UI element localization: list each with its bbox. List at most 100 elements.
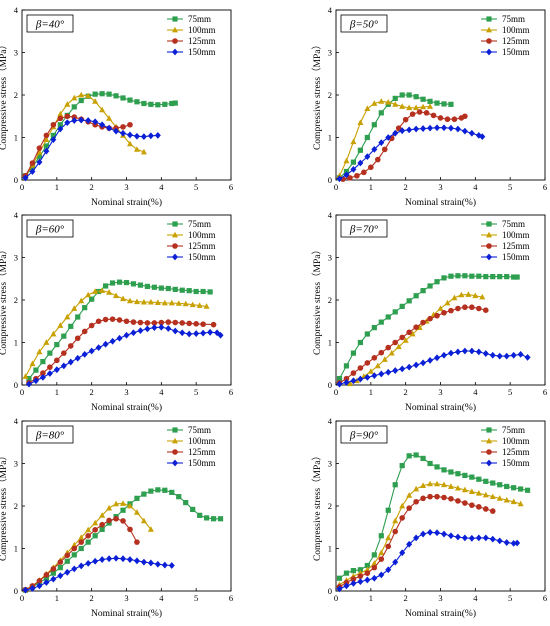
data-point: [172, 100, 178, 106]
data-point: [371, 564, 378, 571]
data-point: [427, 98, 433, 104]
data-point: [357, 159, 364, 167]
data-point: [440, 124, 447, 132]
data-point: [57, 572, 64, 580]
data-point: [427, 356, 434, 364]
data-point: [413, 361, 420, 369]
x-tick-label: 4: [159, 182, 164, 192]
data-point: [57, 565, 63, 571]
x-axis-label: Nominal strain(%): [405, 197, 476, 208]
legend-marker: [172, 253, 178, 261]
data-point: [496, 352, 503, 360]
data-point: [179, 287, 185, 293]
y-tick-label: 2: [14, 90, 18, 100]
data-point: [127, 97, 133, 103]
data-point: [126, 502, 133, 509]
data-point: [168, 562, 175, 569]
data-point: [82, 305, 88, 311]
legend-label: 150mm: [188, 47, 216, 57]
beta-box: [26, 425, 74, 444]
data-point: [190, 506, 196, 512]
data-point: [350, 370, 357, 376]
data-point: [461, 127, 468, 135]
data-point: [102, 316, 109, 323]
data-point: [364, 570, 371, 576]
data-point: [381, 146, 388, 153]
data-point: [186, 288, 192, 294]
data-point: [454, 484, 461, 491]
data-point: [147, 559, 154, 567]
y-tick-label: 4: [14, 416, 19, 426]
series-125mm: [26, 316, 217, 386]
data-point: [385, 134, 392, 141]
data-point: [154, 560, 161, 568]
data-point: [64, 568, 71, 576]
x-tick-label: 5: [194, 593, 198, 603]
series-150mm: [336, 347, 531, 388]
y-axis-label: Compressive stress（MPa）: [311, 40, 323, 150]
data-point: [475, 490, 482, 496]
data-point: [468, 129, 475, 137]
data-point: [78, 539, 85, 545]
beta-box: [340, 219, 388, 238]
y-axis-label: Compressive stress（MPa）: [311, 451, 323, 561]
data-point: [469, 502, 475, 508]
data-point: [126, 140, 133, 147]
data-point: [186, 330, 193, 338]
legend-label: 75mm: [502, 14, 525, 24]
data-point: [343, 363, 350, 369]
data-point: [203, 303, 210, 309]
chart-panel-1: 0 1 2 3 4 5 6 0 1 2 3 4 Nominal strain(%) Compressive…: [0, 5, 233, 208]
data-point: [343, 171, 350, 179]
series-150mm: [25, 323, 224, 388]
data-point: [99, 556, 106, 563]
data-point: [29, 160, 36, 166]
data-point: [50, 132, 56, 138]
data-point: [71, 565, 78, 573]
data-point: [67, 358, 74, 366]
data-point: [123, 331, 130, 339]
data-point: [50, 330, 57, 337]
y-tick-label: 3: [328, 459, 332, 469]
y-tick-label: 1: [328, 133, 332, 143]
legend-marker: [486, 459, 492, 467]
data-point: [399, 515, 405, 521]
beta-box: [26, 14, 74, 33]
data-point: [378, 556, 385, 562]
data-point: [78, 534, 85, 540]
data-point: [406, 453, 412, 459]
y-tick-label: 3: [14, 253, 18, 263]
data-point: [447, 124, 454, 132]
legend-label: 100mm: [188, 436, 216, 446]
data-point: [109, 337, 116, 345]
data-point: [454, 348, 461, 356]
data-point: [106, 124, 113, 132]
data-point: [134, 99, 140, 105]
data-point: [61, 350, 67, 356]
data-point: [343, 157, 350, 164]
data-point: [168, 299, 175, 306]
x-axis-label: Nominal strain(%): [91, 402, 162, 413]
beta-box: [26, 219, 74, 238]
y-axis-label: Compressive stress（MPa）: [311, 245, 323, 355]
data-point: [162, 487, 168, 493]
legend-marker: [486, 48, 492, 56]
data-point: [64, 313, 71, 320]
data-point: [140, 298, 147, 305]
chart-panel-5: 0 1 2 3 4 5 6 0 1 2 3 4 Nominal strain(%) Compressive…: [0, 416, 233, 619]
data-point: [447, 532, 454, 540]
data-point: [71, 305, 78, 311]
data-point: [399, 549, 406, 557]
data-point: [36, 158, 43, 166]
data-point: [92, 557, 99, 565]
data-point: [420, 495, 426, 502]
data-point: [514, 274, 520, 280]
series-125mm: [340, 109, 468, 182]
legend-label: 150mm: [502, 252, 530, 262]
series-line: [339, 350, 528, 385]
data-point: [29, 168, 36, 175]
data-point: [120, 518, 126, 524]
data-point: [406, 540, 413, 548]
data-point: [169, 489, 175, 495]
